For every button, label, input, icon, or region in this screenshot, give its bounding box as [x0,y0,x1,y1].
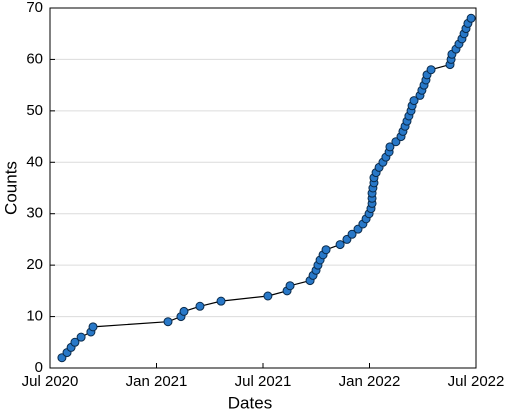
y-tick-label: 70 [26,0,43,16]
point [321,245,331,255]
plot-frame [49,7,477,369]
y-tick-label: 20 [26,256,43,273]
x-tick-label: Jul 2020 [22,373,79,390]
x-tick-label: Jan 2022 [339,373,401,390]
y-tick-label: 60 [26,50,43,67]
point [285,281,295,291]
point [179,306,189,316]
x-tick-label: Jul 2022 [448,373,505,390]
y-axis-label: Counts [1,161,20,215]
point [347,229,357,239]
point [409,96,419,106]
point [70,337,80,347]
y-tick-label: 30 [26,205,43,222]
point [76,332,86,342]
line [61,17,472,359]
point [163,317,173,327]
point [426,65,436,75]
point [195,301,205,311]
point [88,322,98,332]
x-axis-label: Dates [228,393,272,412]
point [263,291,273,301]
y-tick-label: 10 [26,308,43,325]
point [466,13,476,23]
x-tick-label: Jul 2021 [235,373,292,390]
x-tick-label: Jan 2021 [126,373,188,390]
point [216,296,226,306]
point [335,240,345,250]
y-tick-label: 40 [26,153,43,170]
y-tick-label: 0 [35,359,43,376]
point [385,142,395,152]
y-tick-label: 50 [26,102,43,119]
